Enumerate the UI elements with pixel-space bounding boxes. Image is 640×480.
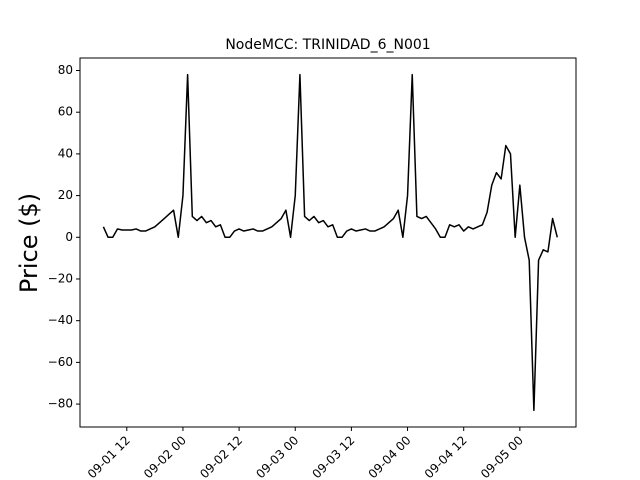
y-tick-label: −80 [48, 397, 73, 411]
x-tick-label: 09-03 00 [253, 433, 301, 480]
y-tick-label: 20 [58, 188, 73, 202]
plot-frame [79, 57, 577, 428]
y-axis-label: Price ($) [15, 193, 43, 293]
y-tick-label: −40 [48, 313, 73, 327]
y-tick-label: 0 [65, 230, 73, 244]
y-tick-label: −60 [48, 355, 73, 369]
x-tick-label: 09-04 00 [366, 433, 414, 480]
y-tick-label: −20 [48, 271, 73, 285]
price-line [102, 73, 559, 412]
x-tick-label: 09-01 12 [85, 433, 133, 480]
x-tick-label: 09-02 12 [197, 433, 245, 480]
y-tick-label: 60 [58, 105, 73, 119]
x-tick-label: 09-05 00 [478, 433, 526, 480]
x-tick-label: 09-04 12 [422, 433, 470, 480]
chart-title: NodeMCC: TRINIDAD_6_N001 [225, 37, 430, 53]
x-tick-label: 09-02 00 [141, 433, 189, 480]
y-tick-label: 40 [58, 146, 73, 160]
y-tick-label: 80 [58, 63, 73, 77]
x-tick-label: 09-03 12 [309, 433, 357, 480]
